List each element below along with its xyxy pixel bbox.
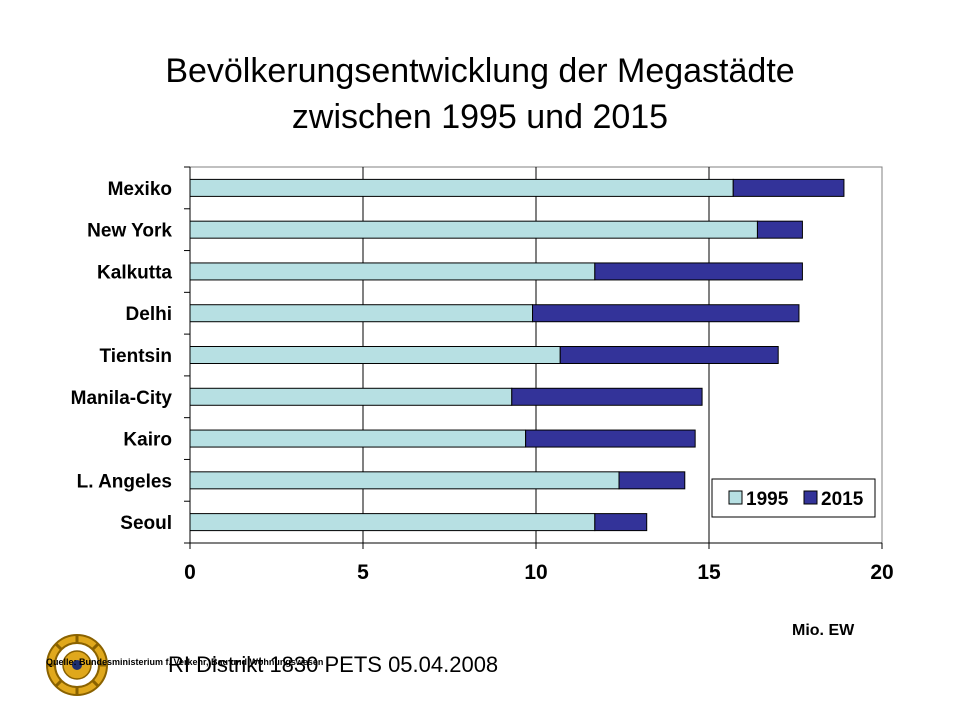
y-category-label: Mexiko (108, 179, 172, 200)
x-tick-label: 5 (357, 561, 369, 584)
bar-1995-seoul (189, 513, 596, 532)
y-category-label: Tientsin (100, 346, 173, 367)
bar-1995-new-york (189, 220, 758, 239)
bar-2015-tientsin (559, 346, 779, 364)
legend-label-2015: 2015 (821, 489, 864, 510)
bar-1995-delhi (189, 304, 534, 323)
bar-2015-delhi (532, 304, 800, 323)
bar-2015-mexiko (732, 178, 845, 197)
legend-label-1995: 1995 (746, 489, 789, 510)
y-category-label: L. Angeles (77, 471, 172, 492)
legend-swatch-1995 (728, 490, 743, 505)
bar-1995-kalkutta (189, 262, 596, 281)
x-tick-label: 20 (870, 561, 893, 584)
bar-2015-seoul (594, 513, 648, 532)
y-category-label: Kalkutta (97, 262, 172, 283)
chart-title: Bevölkerungsentwicklung der Megastädte z… (0, 48, 960, 140)
chart-title-line1: Bevölkerungsentwicklung der Megastädte (165, 52, 795, 90)
bar-1995-manila-city (189, 387, 513, 406)
x-tick-label: 10 (524, 561, 547, 584)
y-category-label: Seoul (120, 513, 172, 534)
bar-1995-kairo (189, 429, 527, 448)
bar-1995-tientsin (189, 346, 561, 364)
y-category-label: New York (87, 221, 172, 242)
y-category-label: Kairo (123, 430, 172, 451)
bar-2015-kairo (525, 429, 696, 448)
bar-2015-l-angeles (618, 471, 686, 490)
rotary-wheel-icon (46, 634, 108, 696)
bar-1995-mexiko (189, 178, 734, 197)
bar-2015-manila-city (511, 387, 703, 406)
legend-box (711, 478, 876, 518)
bar-1995-l-angeles (189, 471, 620, 490)
x-tick-label: 0 (184, 561, 196, 584)
x-axis-unit-label: Mio. EW (792, 622, 855, 639)
y-category-label: Delhi (126, 304, 172, 325)
chart-title-line2: zwischen 1995 und 2015 (291, 98, 669, 136)
bar-2015-kalkutta (594, 262, 803, 281)
source-note: Quelle: Bundesministerium f. Verkehr, Ba… (46, 657, 324, 667)
legend-swatch-2015 (803, 490, 818, 505)
footer-text: RI Distrikt 1830 PETS 05.04.2008 (168, 652, 499, 677)
x-tick-label: 15 (697, 561, 721, 584)
y-category-label: Manila-City (71, 388, 173, 409)
bar-2015-new-york (756, 220, 803, 239)
